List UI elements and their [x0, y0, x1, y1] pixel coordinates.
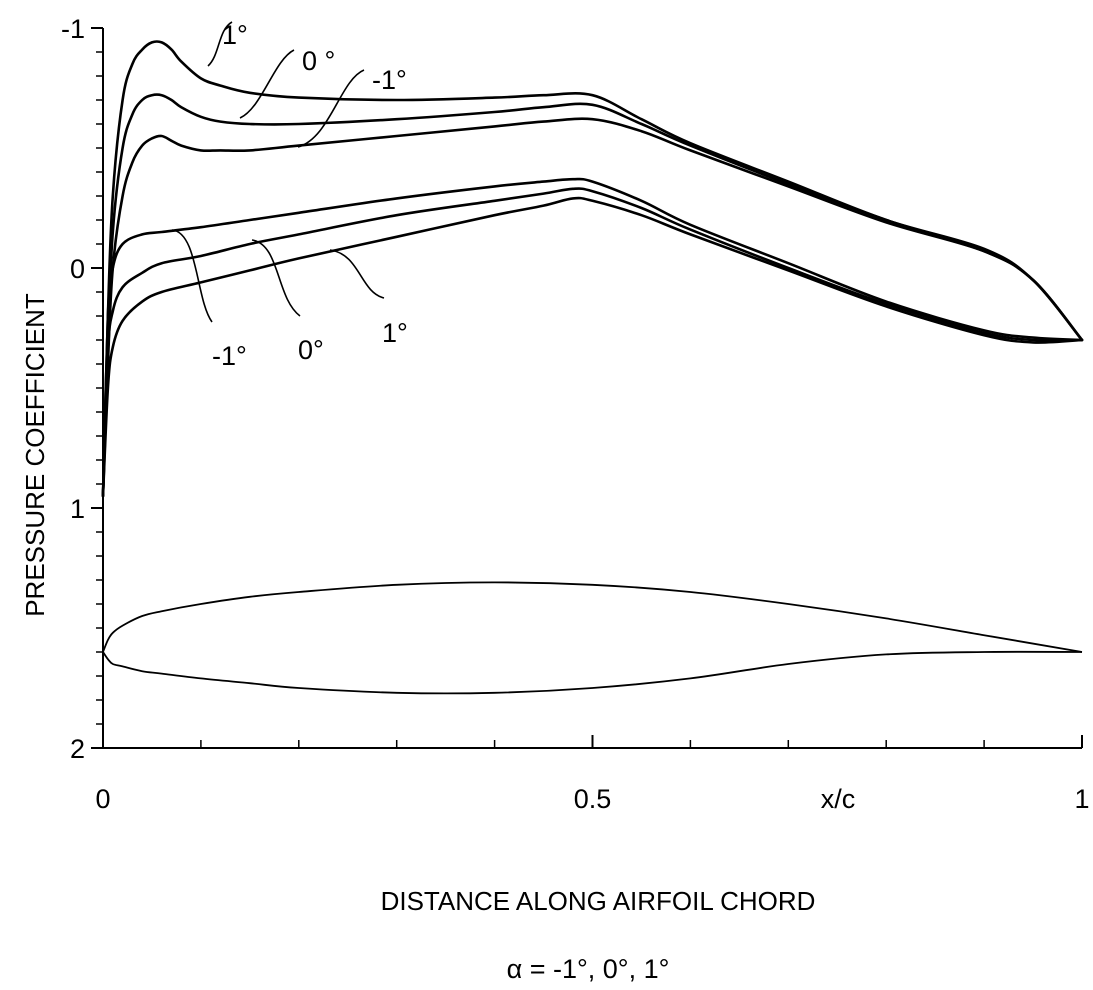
cp-curve-upper [101, 117, 1084, 498]
x-tick-label: 0 [95, 784, 110, 814]
curve-label: -1° [372, 65, 407, 95]
y-tick-label: 1 [70, 494, 85, 524]
x-unit-label: x/c [821, 784, 856, 814]
curve-label: 0 ° [302, 46, 335, 76]
y-tick-label: -1 [61, 14, 85, 44]
curve-label: 1° [222, 20, 248, 50]
airfoil-upper-surface [102, 581, 1083, 653]
curve-label: 1° [382, 318, 408, 348]
y-axis-title: PRESSURE COEFFICIENT [20, 293, 50, 617]
y-tick-label: 2 [70, 734, 85, 764]
curve-label-leader [239, 49, 295, 119]
chart-subtitle: α = -1°, 0°, 1° [507, 954, 670, 984]
curve-label-leader [297, 69, 365, 148]
curve-label-leader [171, 229, 213, 323]
curve-label-leader [207, 21, 233, 67]
curve-label: 0° [298, 335, 324, 365]
x-axis-title: DISTANCE ALONG AIRFOIL CHORD [381, 886, 816, 916]
curve-labels: 1° 0 ° -1° -1° 0° 1° [171, 20, 408, 371]
cp-curve-upper [101, 93, 1084, 498]
x-tick-label: 1 [1074, 784, 1089, 814]
cp-curve-lower [101, 187, 1084, 498]
airfoil-outline [102, 581, 1083, 695]
axes [102, 28, 1082, 749]
x-tick-label: 0.5 [574, 784, 612, 814]
curve-label-leader [251, 239, 301, 317]
cp-curve-upper [101, 40, 1084, 498]
curve-label-leader [329, 249, 385, 299]
pressure-curves [101, 40, 1084, 498]
y-tick-label: 0 [70, 254, 85, 284]
axis-ticks [91, 27, 1083, 749]
airfoil-lower-surface [102, 650, 1083, 695]
cp-curve-lower [101, 177, 1084, 498]
curve-label: -1° [212, 341, 247, 371]
cp-curve-lower [101, 196, 1084, 498]
